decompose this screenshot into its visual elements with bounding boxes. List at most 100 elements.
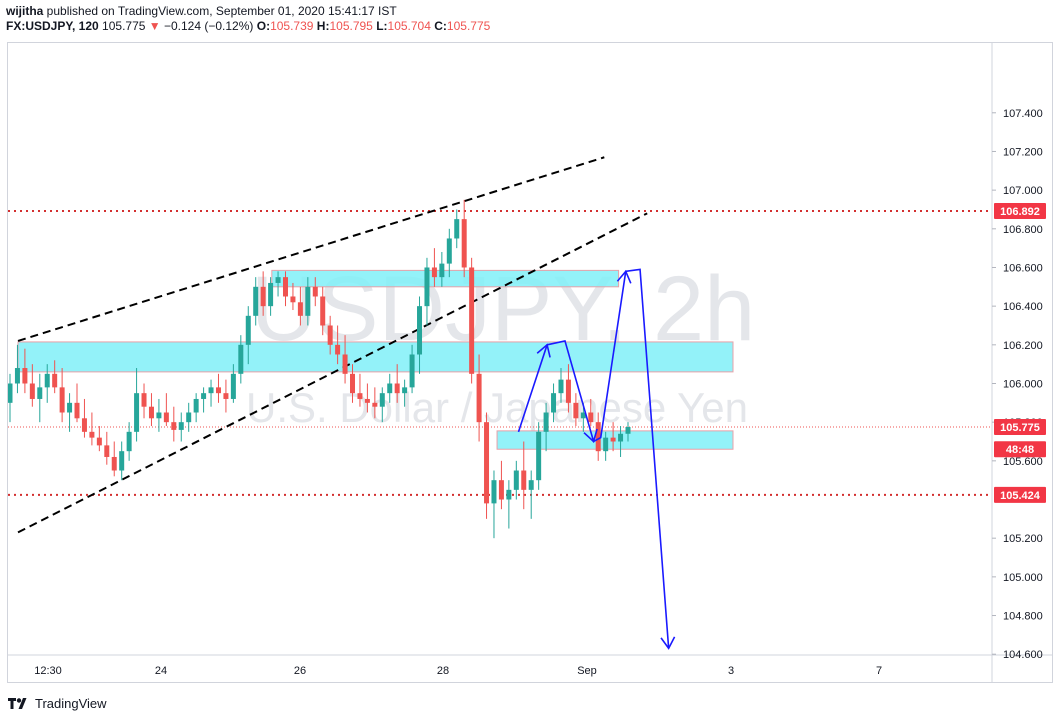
candle[interactable] xyxy=(141,383,147,419)
candle[interactable] xyxy=(96,426,102,452)
candle[interactable] xyxy=(439,252,445,287)
candle[interactable] xyxy=(327,315,333,355)
candle[interactable] xyxy=(29,364,35,407)
candle[interactable] xyxy=(126,422,132,461)
candle[interactable] xyxy=(320,286,326,336)
candle[interactable] xyxy=(275,271,281,297)
candle[interactable] xyxy=(484,412,490,519)
candle[interactable] xyxy=(558,368,564,403)
channel-trendline-1[interactable] xyxy=(17,156,605,342)
author-name[interactable]: wijitha xyxy=(6,4,44,18)
candle[interactable] xyxy=(565,364,571,413)
candle[interactable] xyxy=(67,393,73,432)
candle[interactable] xyxy=(491,470,497,539)
candle[interactable] xyxy=(201,387,207,413)
candle[interactable] xyxy=(305,277,311,326)
candle[interactable] xyxy=(372,387,378,419)
zone-1[interactable] xyxy=(271,269,620,288)
candle[interactable] xyxy=(238,335,244,384)
candle[interactable] xyxy=(89,412,95,446)
price-badge[interactable]: 105.775 xyxy=(994,419,1046,436)
candle[interactable] xyxy=(74,383,80,423)
price-badge[interactable]: 106.892 xyxy=(994,203,1046,220)
candle[interactable] xyxy=(230,364,236,403)
candle[interactable] xyxy=(253,277,259,326)
candle[interactable] xyxy=(178,412,184,442)
candle[interactable] xyxy=(402,379,408,407)
price-badge[interactable]: 48:48 xyxy=(994,441,1046,458)
candle[interactable] xyxy=(424,257,430,326)
candle[interactable] xyxy=(171,406,177,442)
candle[interactable] xyxy=(59,368,65,423)
candle[interactable] xyxy=(461,199,467,278)
candle[interactable] xyxy=(119,441,125,481)
candle[interactable] xyxy=(379,387,385,423)
candle[interactable] xyxy=(215,373,221,403)
tradingview-footer[interactable]: TradingView xyxy=(8,694,107,712)
plot-area[interactable]: USDJPY, 2hU.S. Dollar / Japanese Yen xyxy=(8,156,993,650)
candle[interactable] xyxy=(111,441,117,477)
candle[interactable] xyxy=(595,412,601,461)
channel-trendline-2[interactable] xyxy=(17,212,648,534)
zone-2[interactable] xyxy=(17,341,734,373)
candle[interactable] xyxy=(223,379,229,413)
candle[interactable] xyxy=(551,383,557,423)
candle[interactable] xyxy=(37,373,43,423)
candle[interactable] xyxy=(342,335,348,384)
candle[interactable] xyxy=(625,422,631,442)
candle[interactable] xyxy=(22,348,28,394)
candle[interactable] xyxy=(81,398,87,438)
candle[interactable] xyxy=(297,286,303,326)
candle-body xyxy=(81,418,87,432)
projection-path[interactable] xyxy=(517,268,670,649)
candle[interactable] xyxy=(454,209,460,249)
candle[interactable] xyxy=(14,344,20,394)
candle[interactable] xyxy=(588,398,594,427)
candle[interactable] xyxy=(573,393,579,427)
candle[interactable] xyxy=(409,344,415,394)
candle[interactable] xyxy=(148,393,154,427)
candle-body xyxy=(372,402,378,407)
price-badge[interactable]: 105.424 xyxy=(994,486,1046,503)
candle[interactable] xyxy=(156,398,162,432)
candle[interactable] xyxy=(394,364,400,403)
candle[interactable] xyxy=(536,422,542,490)
candle[interactable] xyxy=(260,271,266,316)
candle[interactable] xyxy=(163,393,169,427)
candle[interactable] xyxy=(498,460,504,510)
candle[interactable] xyxy=(44,364,50,403)
candle[interactable] xyxy=(446,228,452,278)
candle[interactable] xyxy=(312,277,318,307)
candle[interactable] xyxy=(431,248,437,287)
candle[interactable] xyxy=(610,422,616,452)
candle[interactable] xyxy=(513,460,519,500)
candle[interactable] xyxy=(8,373,13,423)
candle[interactable] xyxy=(387,373,393,403)
candle[interactable] xyxy=(417,296,423,374)
candle[interactable] xyxy=(528,470,534,519)
candle[interactable] xyxy=(469,257,475,384)
candle[interactable] xyxy=(290,282,296,311)
candle[interactable] xyxy=(506,480,512,529)
candle[interactable] xyxy=(186,402,192,432)
candle[interactable] xyxy=(282,271,288,307)
candle[interactable] xyxy=(268,277,274,316)
candle[interactable] xyxy=(364,383,370,413)
candle[interactable] xyxy=(335,325,341,365)
candle[interactable] xyxy=(357,373,363,407)
candle[interactable] xyxy=(104,431,110,465)
candle[interactable] xyxy=(193,393,199,423)
candle[interactable] xyxy=(134,368,140,442)
candle[interactable] xyxy=(350,364,356,403)
candle[interactable] xyxy=(603,431,609,461)
candle[interactable] xyxy=(521,441,527,510)
candle[interactable] xyxy=(618,426,624,457)
candle[interactable] xyxy=(476,354,482,442)
chart-frame[interactable] xyxy=(7,42,1053,683)
candle[interactable] xyxy=(208,379,214,407)
candle[interactable] xyxy=(52,360,58,394)
candle[interactable] xyxy=(543,402,549,452)
candle-body xyxy=(513,470,519,490)
candle[interactable] xyxy=(245,306,251,365)
